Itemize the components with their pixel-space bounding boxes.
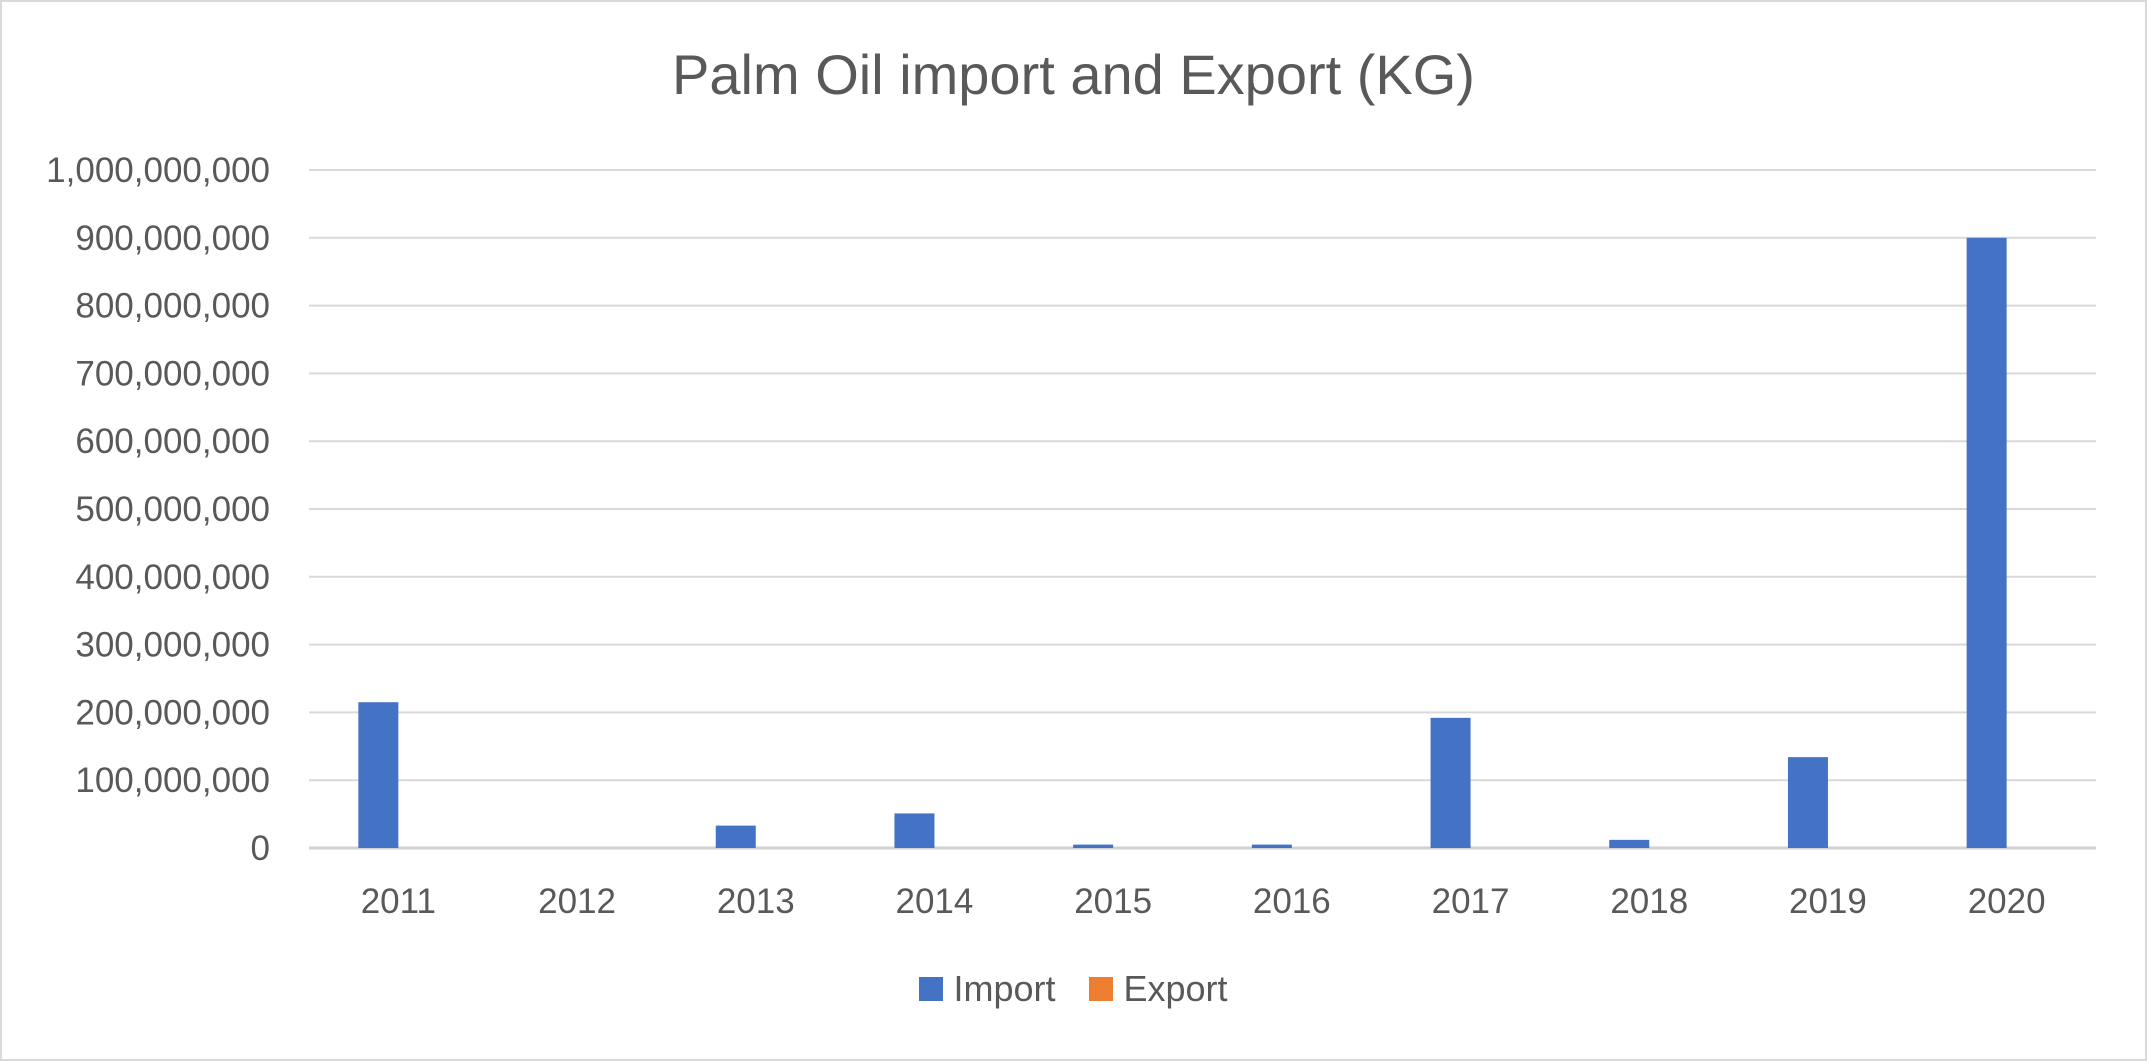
bar-import-2018 <box>1609 839 1650 848</box>
y-tick-label: 600,000,000 <box>75 422 270 461</box>
bar-import-2014 <box>894 813 935 848</box>
y-tick-label: 500,000,000 <box>75 490 270 529</box>
x-tick-label: 2011 <box>361 882 436 921</box>
y-tick-label: 200,000,000 <box>75 693 270 732</box>
x-tick-label: 2018 <box>1610 882 1688 921</box>
x-axis-tick-labels: 2011 2012 2013 2014 2015 2016 2017 2018 2019 2020 <box>361 882 2046 921</box>
legend-item-export: Export <box>1089 968 1228 1010</box>
bar-import-2016 <box>1251 844 1292 848</box>
gridlines <box>309 169 2096 850</box>
y-tick-label: 800,000,000 <box>75 287 270 326</box>
y-axis-tick-labels: 0 100,000,000 200,000,000 300,000,000 400,00… <box>46 151 270 868</box>
legend-item-import: Import <box>919 968 1055 1010</box>
y-tick-label: 400,000,000 <box>75 558 270 597</box>
legend-label: Export <box>1123 968 1228 1009</box>
x-tick-label: 2019 <box>1789 882 1867 921</box>
bar-import-2020 <box>1966 237 2007 849</box>
legend-label: Import <box>953 968 1056 1009</box>
legend: Import Export <box>0 968 2147 1010</box>
bars <box>358 237 2007 849</box>
y-tick-label: 100,000,000 <box>75 761 270 800</box>
x-tick-label: 2014 <box>896 882 974 921</box>
x-tick-label: 2016 <box>1253 882 1331 921</box>
y-tick-label: 300,000,000 <box>75 626 270 665</box>
bar-import-2017 <box>1430 717 1471 848</box>
bar-import-2011 <box>358 702 399 848</box>
y-tick-label: 1,000,000,000 <box>46 151 270 190</box>
bar-import-2015 <box>1073 844 1114 848</box>
x-tick-label: 2015 <box>1074 882 1152 921</box>
y-tick-label: 0 <box>251 829 270 868</box>
y-tick-label: 700,000,000 <box>75 354 270 393</box>
legend-swatch <box>919 977 944 1001</box>
legend-swatch <box>1089 977 1114 1001</box>
x-tick-label: 2012 <box>538 882 616 921</box>
x-tick-label: 2013 <box>717 882 795 921</box>
bar-import-2019 <box>1787 757 1828 848</box>
x-tick-label: 2020 <box>1968 882 2046 921</box>
bar-import-2013 <box>715 825 756 848</box>
x-tick-label: 2017 <box>1432 882 1510 921</box>
chart-title: Palm Oil import and Export (KG) <box>672 43 1475 106</box>
y-tick-label: 900,000,000 <box>75 219 270 258</box>
